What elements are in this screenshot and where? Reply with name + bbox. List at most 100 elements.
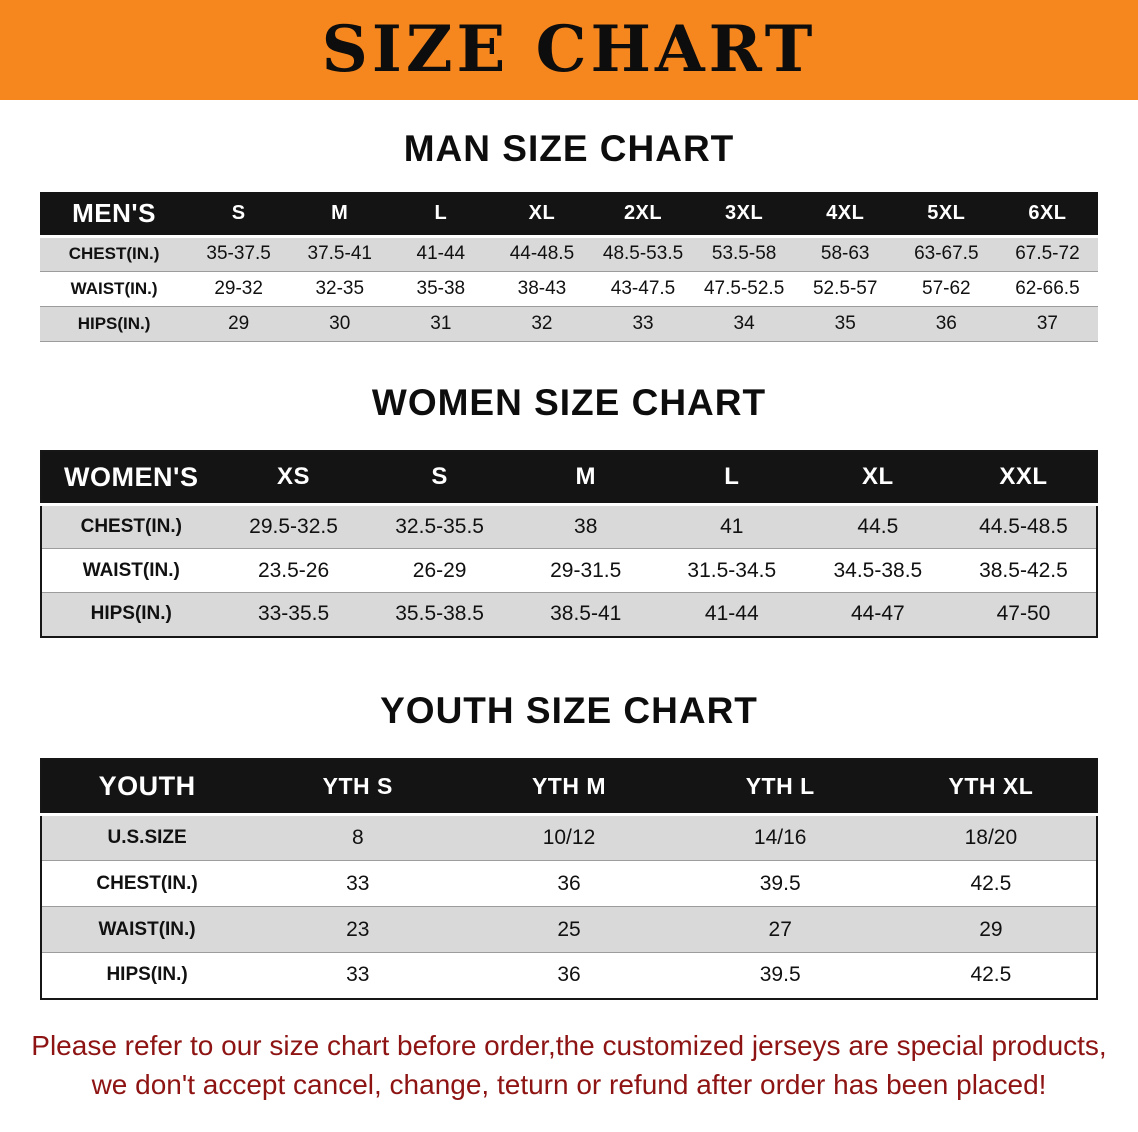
column-header-cell: 5XL xyxy=(927,201,966,224)
value-cell: 27 xyxy=(768,917,792,941)
row-label-cell: HIPS(IN.) xyxy=(106,964,188,986)
table-title-cell: YOUTH xyxy=(98,770,196,801)
value-cell: 38.5-42.5 xyxy=(979,558,1068,582)
table-row: HIPS(IN.) 33 36 39.5 42.5 xyxy=(41,952,1097,999)
column-header-cell: M xyxy=(331,201,349,224)
youth-size-chart-heading: YOUTH SIZE CHART xyxy=(380,689,758,731)
column-header-cell: 6XL xyxy=(1028,201,1067,224)
row-label-cell: CHEST(IN.) xyxy=(80,516,182,537)
value-cell: 36 xyxy=(557,871,581,895)
value-cell: 44-48.5 xyxy=(509,243,575,264)
table-row: CHEST(IN.) 29.5-32.5 32.5-35.5 38 41 44.5 44.5… xyxy=(41,504,1097,549)
column-header-cell: YTH M xyxy=(531,772,607,799)
value-cell: 47.5-52.5 xyxy=(703,277,785,299)
table-title-cell: WOMEN'S xyxy=(64,461,199,492)
value-cell: 52.5-57 xyxy=(812,277,878,299)
value-cell: 23.5-26 xyxy=(257,558,330,582)
value-cell: 37.5-41 xyxy=(307,243,372,264)
row-label-cell: CHEST(IN.) xyxy=(68,244,160,263)
women-size-table: WOMEN'S XS S M L XL XXL CHEST(IN.) 29.5-32.5 32.5… xyxy=(40,449,1098,638)
value-cell: 32-35 xyxy=(315,277,365,299)
row-label-cell: U.S.SIZE xyxy=(107,827,187,848)
value-cell: 36 xyxy=(935,312,957,334)
value-cell: 35.5-38.5 xyxy=(395,602,484,626)
value-cell: 32.5-35.5 xyxy=(395,515,484,538)
youth-size-chart-section: YOUTH SIZE CHART YOUTH YTH S YTH M YTH L YTH… xyxy=(0,690,1138,1000)
value-cell: 34.5-38.5 xyxy=(833,558,923,582)
value-cell: 31.5-34.5 xyxy=(687,558,777,582)
value-cell: 35 xyxy=(834,312,856,334)
column-header-cell: 4XL xyxy=(826,201,865,224)
column-header-cell: 2XL xyxy=(623,201,663,224)
column-header-cell: S xyxy=(431,463,448,491)
value-cell: 67.5-72 xyxy=(1015,243,1080,264)
value-cell: 44-47 xyxy=(851,602,905,626)
men-size-table: MEN'S S M L XL 2XL 3XL 4XL 5XL 6XL CHEST(IN.) 35-37… xyxy=(40,192,1098,342)
value-cell: 39.5 xyxy=(759,871,801,895)
value-cell: 44.5-48.5 xyxy=(979,515,1068,538)
table-row: HIPS(IN.) 29 30 31 32 33 34 35 36 37 xyxy=(40,306,1098,341)
value-cell: 33 xyxy=(346,871,370,895)
column-header-cell: XS xyxy=(277,463,311,491)
table-title-cell: MEN'S xyxy=(72,197,156,228)
row-label-cell: CHEST(IN.) xyxy=(96,872,198,894)
value-cell: 63-67.5 xyxy=(914,243,979,264)
value-cell: 48.5-53.5 xyxy=(602,243,684,264)
column-header-cell: L xyxy=(434,201,448,224)
value-cell: 38 xyxy=(574,515,598,538)
column-header-cell: L xyxy=(724,463,740,491)
table-row: CHEST(IN.) 33 36 39.5 42.5 xyxy=(41,860,1097,907)
column-header-cell: XXL xyxy=(999,463,1048,491)
value-cell: 57-62 xyxy=(922,277,971,299)
value-cell: 38-43 xyxy=(517,277,567,299)
value-cell: 18/20 xyxy=(964,826,1018,849)
table-row: WAIST(IN.) 23.5-26 26-29 29-31.5 31.5-34.5 34… xyxy=(41,548,1097,593)
size-chart-page: SIZE CHART MAN SIZE CHART MEN'S S M L XL 2XL 3… xyxy=(0,0,1138,1104)
value-cell: 29 xyxy=(228,312,250,334)
value-cell: 37 xyxy=(1036,312,1058,334)
column-header-cell: S xyxy=(231,201,246,224)
row-label-cell: HIPS(IN.) xyxy=(77,313,151,333)
value-cell: 29 xyxy=(979,917,1003,941)
table-row: U.S.SIZE 8 10/12 14/16 18/20 xyxy=(41,814,1097,861)
value-cell: 41 xyxy=(720,515,744,538)
men-size-chart-section: MAN SIZE CHART MEN'S S M L XL 2XL 3XL 4XL 5XL 6XL… xyxy=(0,128,1138,342)
value-cell: 47-50 xyxy=(996,602,1051,626)
value-cell: 41-44 xyxy=(704,602,759,626)
order-policy-note: Please refer to our size chart before or… xyxy=(0,1026,1138,1104)
table-row: WAIST(IN.) 23 25 27 29 xyxy=(41,906,1097,953)
table-header-row: WOMEN'S XS S M L XL XXL xyxy=(41,450,1097,505)
value-cell: 8 xyxy=(351,826,364,849)
value-cell: 41-44 xyxy=(416,243,466,264)
women-size-chart-heading: WOMEN SIZE CHART xyxy=(371,381,767,423)
value-cell: 25 xyxy=(557,917,581,941)
value-cell: 39.5 xyxy=(759,963,801,987)
table-row: WAIST(IN.) 29-32 32-35 35-38 38-43 43-47.5 47.… xyxy=(40,271,1098,306)
order-policy-note-line-1: Please refer to our size chart before or… xyxy=(31,1029,1107,1061)
value-cell: 29-31.5 xyxy=(550,558,622,582)
value-cell: 35-38 xyxy=(416,277,466,299)
value-cell: 58-63 xyxy=(820,243,870,264)
column-header-cell: YTH XL xyxy=(948,772,1034,799)
value-cell: 42.5 xyxy=(970,871,1012,895)
column-header-cell: YTH S xyxy=(322,772,393,799)
banner-title: SIZE CHART xyxy=(321,12,817,87)
value-cell: 23 xyxy=(346,917,370,941)
row-label-cell: WAIST(IN.) xyxy=(98,918,196,940)
table-row: CHEST(IN.) 35-37.5 37.5-41 41-44 44-48.5 48.5… xyxy=(40,236,1098,271)
value-cell: 31 xyxy=(430,312,452,334)
value-cell: 34 xyxy=(733,312,755,334)
value-cell: 35-37.5 xyxy=(206,243,271,264)
value-cell: 62-66.5 xyxy=(1015,277,1080,299)
value-cell: 32 xyxy=(531,312,553,334)
column-header-cell: XL xyxy=(528,201,556,224)
row-label-cell: WAIST(IN.) xyxy=(70,278,158,298)
table-header-row: YOUTH YTH S YTH M YTH L YTH XL xyxy=(41,758,1097,815)
value-cell: 14/16 xyxy=(753,826,807,849)
value-cell: 10/12 xyxy=(542,826,596,849)
column-header-cell: YTH L xyxy=(745,772,815,799)
row-label-cell: WAIST(IN.) xyxy=(82,559,180,581)
column-header-cell: M xyxy=(575,463,596,491)
value-cell: 26-29 xyxy=(412,558,467,582)
table-row: HIPS(IN.) 33-35.5 35.5-38.5 38.5-41 41-44 44-… xyxy=(41,592,1097,637)
